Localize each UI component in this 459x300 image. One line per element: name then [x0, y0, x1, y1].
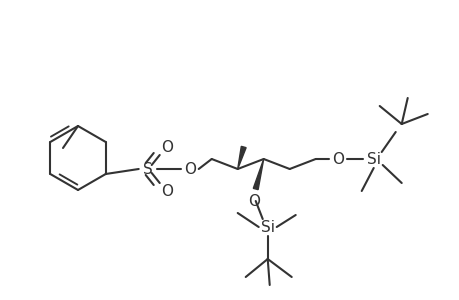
- Text: O: O: [160, 184, 172, 199]
- Text: O: O: [160, 140, 172, 154]
- Text: O: O: [247, 194, 259, 208]
- Text: O: O: [331, 152, 343, 166]
- Text: S: S: [143, 161, 152, 176]
- Polygon shape: [253, 159, 263, 190]
- Polygon shape: [237, 146, 246, 169]
- Text: O: O: [183, 161, 195, 176]
- Text: Si: Si: [366, 152, 380, 166]
- Text: Si: Si: [260, 220, 274, 235]
